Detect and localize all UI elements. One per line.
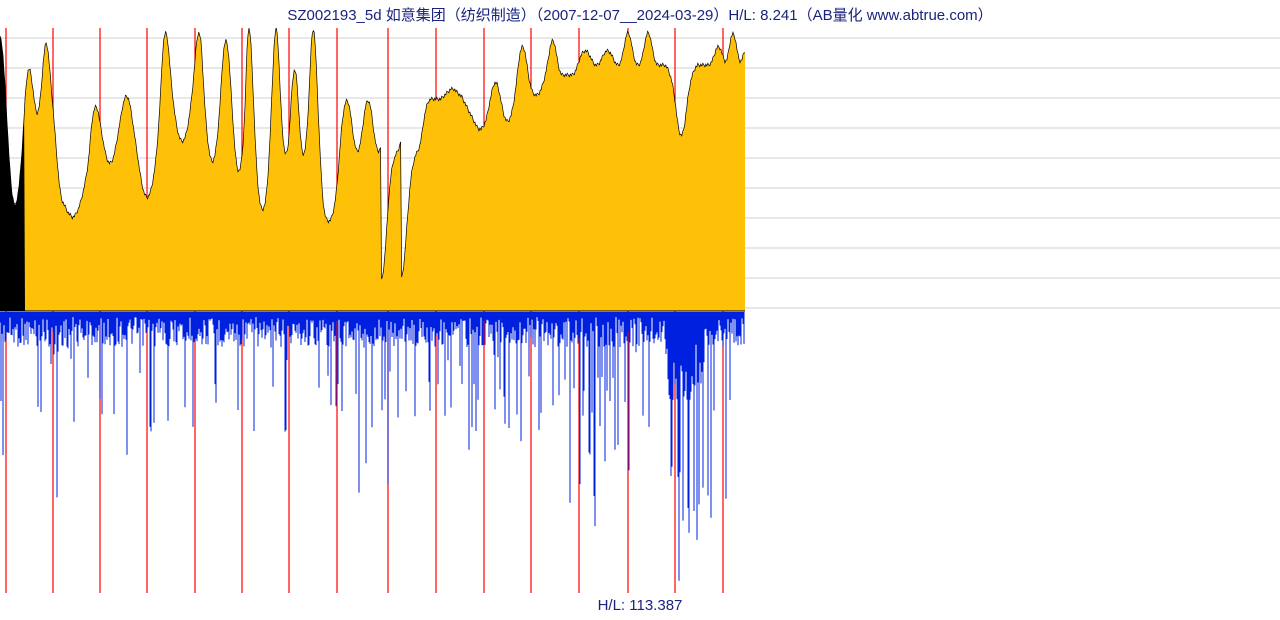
stock-chart bbox=[0, 28, 1280, 593]
upper-area bbox=[0, 28, 745, 311]
lower-area bbox=[0, 312, 744, 581]
chart-title: SZ002193_5d 如意集团（纺织制造）（2007-12-07__2024-… bbox=[0, 4, 1280, 25]
footer-text: H/L: 113.387 bbox=[598, 597, 683, 614]
title-text: SZ002193_5d 如意集团（纺织制造）（2007-12-07__2024-… bbox=[287, 7, 992, 24]
footer-label: H/L: 113.387 bbox=[0, 597, 1280, 614]
